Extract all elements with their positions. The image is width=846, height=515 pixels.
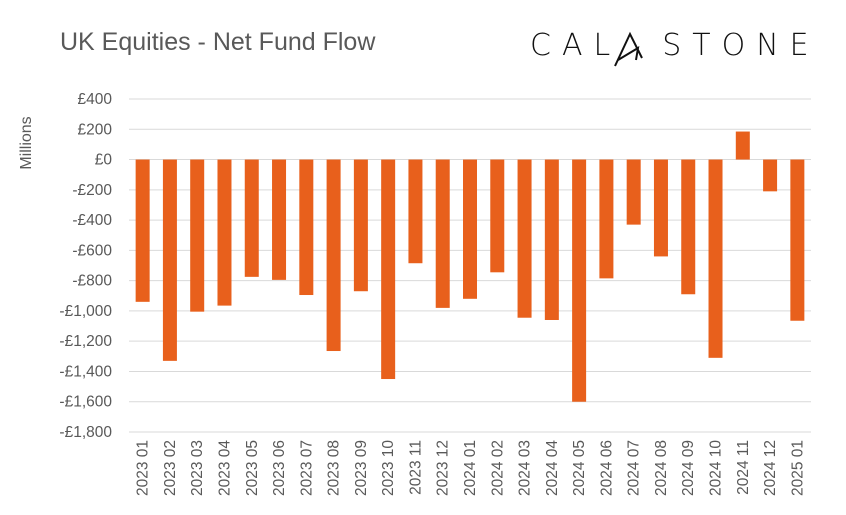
x-tick-label: 2023 10 — [380, 440, 397, 496]
bar-2024-04 — [544, 159, 559, 320]
bar-2023-12 — [435, 159, 450, 308]
x-tick-label: 2023 03 — [189, 440, 206, 496]
x-tick-label: 2023 08 — [326, 440, 343, 496]
bar-2023-11 — [408, 159, 423, 264]
bar-2024-01 — [463, 159, 477, 299]
bar-2023-08 — [326, 159, 341, 352]
y-tick-label: -£400 — [72, 212, 112, 229]
x-tick-label: 2024 12 — [762, 440, 779, 496]
bar-2023-06 — [272, 159, 287, 280]
x-tick-label: 2025 01 — [789, 440, 806, 496]
bar-2024-03 — [517, 159, 532, 318]
x-tick-label: 2023 07 — [298, 440, 315, 496]
y-tick-label: £0 — [95, 152, 113, 169]
y-axis-label: Millions — [18, 116, 35, 169]
y-tick-label: -£800 — [72, 273, 112, 290]
bar-2023-01 — [135, 159, 150, 302]
x-tick-label: 2024 06 — [598, 440, 615, 496]
y-tick-label: -£1,800 — [59, 424, 112, 441]
bar-2023-10 — [381, 159, 396, 380]
x-tick-label: 2023 06 — [271, 440, 288, 496]
x-tick-label: 2024 03 — [517, 440, 534, 496]
x-tick-label: 2024 05 — [571, 440, 588, 496]
bar-2024-08 — [653, 159, 668, 257]
y-tick-label: -£200 — [72, 182, 112, 199]
y-tick-label: -£1,600 — [59, 394, 112, 411]
bar-2024-12 — [763, 159, 778, 192]
x-tick-label: 2024 08 — [653, 440, 670, 496]
x-tick-label: 2023 11 — [407, 440, 424, 495]
bar-2023-03 — [190, 159, 205, 312]
y-tick-label: -£1,400 — [59, 363, 112, 380]
x-tick-label: 2024 10 — [708, 440, 725, 496]
y-tick-label: £200 — [78, 121, 113, 138]
x-tick-label: 2023 12 — [435, 440, 452, 496]
x-tick-label: 2024 07 — [626, 440, 643, 496]
y-tick-label: £400 — [78, 91, 113, 108]
bar-2023-09 — [353, 159, 368, 292]
chart-title: UK Equities - Net Fund Flow — [60, 28, 376, 56]
x-tick-label: 2023 09 — [353, 440, 370, 496]
bar-2023-05 — [244, 159, 259, 277]
y-tick-label: -£600 — [72, 242, 112, 259]
x-tick-label: 2024 11 — [735, 440, 752, 495]
bar-2024-10 — [708, 159, 723, 358]
logo-a-mark — [614, 31, 643, 67]
bar-2025-01 — [790, 159, 805, 321]
x-tick-label: 2023 01 — [135, 440, 152, 496]
bar-2024-09 — [681, 159, 696, 295]
y-tick-label: -£1,200 — [59, 333, 112, 350]
bar-2023-02 — [162, 159, 177, 361]
x-tick-label: 2023 05 — [244, 440, 261, 496]
x-tick-label: 2024 09 — [680, 440, 697, 496]
bar-2024-11 — [735, 131, 750, 160]
bar-2024-07 — [626, 159, 641, 225]
bar-2024-06 — [599, 159, 614, 279]
x-tick-label: 2024 01 — [462, 440, 479, 496]
x-tick-label: 2023 02 — [162, 440, 179, 496]
x-tick-label: 2023 04 — [216, 440, 233, 496]
y-tick-label: -£1,000 — [59, 303, 112, 320]
bar-2023-07 — [299, 159, 314, 296]
bar-2023-04 — [217, 159, 232, 306]
bar-2024-05 — [572, 159, 587, 402]
x-tick-label: 2024 04 — [544, 440, 561, 496]
bar-2024-02 — [490, 159, 505, 273]
x-tick-label: 2024 02 — [489, 440, 506, 496]
